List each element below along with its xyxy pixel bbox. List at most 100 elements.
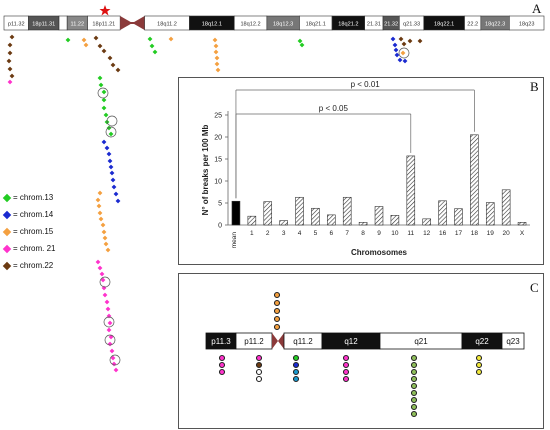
breakpoint-diamond xyxy=(101,97,107,103)
breakpoint-circle xyxy=(273,323,281,331)
breakpoint-diamond xyxy=(109,348,115,354)
breakpoint-diamond xyxy=(102,292,108,298)
breakpoint-diamond xyxy=(147,36,153,42)
chromosome-18-ideogram-c: p11.3 p11.2 q11.2 q12 q21 q22 q23 xyxy=(205,332,525,350)
legend-swatch-icon xyxy=(2,244,12,253)
breakpoint-diamond xyxy=(97,210,103,216)
breakpoint-diamond xyxy=(105,247,111,253)
x-tick-label: 7 xyxy=(345,230,349,237)
breakpoint-diamond xyxy=(107,158,113,164)
breakpoint-circle xyxy=(273,315,281,323)
breakpoint-circle xyxy=(342,368,350,376)
bar xyxy=(470,134,479,226)
panel-c xyxy=(178,273,544,429)
breakpoint-diamond xyxy=(101,285,107,291)
breakpoint-circle xyxy=(410,354,418,362)
breakpoint-diamond xyxy=(99,271,105,277)
band-label: 18q22.3 xyxy=(485,22,505,28)
bar xyxy=(279,220,288,226)
breakpoint-diamond xyxy=(101,89,107,95)
breakpoint-circle xyxy=(475,354,483,362)
panel-c-diagram: p11.3 p11.2 q11.2 q12 q21 q22 q23 xyxy=(205,291,525,418)
breakpoint-diamond xyxy=(104,145,110,151)
breakpoint-diamond xyxy=(101,48,107,54)
bar xyxy=(485,202,495,226)
highlight-circle xyxy=(109,354,121,366)
breakpoint-diamond xyxy=(81,37,87,43)
bar xyxy=(358,222,368,226)
breakpoint-circle xyxy=(292,368,300,376)
breakpoint-diamond xyxy=(101,229,107,235)
legend-item: = chrom.15 xyxy=(2,227,54,236)
bar xyxy=(327,214,336,226)
breakpoint-diamond xyxy=(7,79,13,85)
breakpoint-diamond xyxy=(101,105,107,111)
band-label: 22.2 xyxy=(467,22,478,28)
breakpoint-circle xyxy=(342,375,350,383)
x-tick-label: 8 xyxy=(361,230,365,237)
breakpoint-diamond xyxy=(297,38,303,44)
breakpoint-diamond xyxy=(93,35,99,41)
breakpoint-diamond xyxy=(402,58,408,64)
breakpoint-diamond xyxy=(149,43,155,49)
breakpoint-diamond xyxy=(9,73,15,79)
y-tick-label: 20 xyxy=(214,135,222,142)
band-label: q21.33 xyxy=(403,22,420,28)
bar xyxy=(406,155,416,226)
significance-label: p < 0.01 xyxy=(351,80,381,89)
breakpoint-diamond xyxy=(108,164,114,170)
band-label: 18q21.2 xyxy=(338,22,358,28)
legend-label: = chrom. 21 xyxy=(13,244,56,253)
band-label: 21.31 xyxy=(367,22,381,28)
y-axis-label: N° of breaks per 100 Mb xyxy=(201,125,210,216)
breakpoint-circle xyxy=(410,396,418,404)
breakpoint-diamond xyxy=(7,50,13,56)
x-tick-label: 19 xyxy=(487,230,495,237)
band-label: 18q11.2 xyxy=(157,22,177,28)
breakpoint-diamond xyxy=(106,125,112,131)
x-tick-label: X xyxy=(520,230,525,237)
breakpoint-diamond xyxy=(214,61,220,67)
legend-item: = chrom.14 xyxy=(2,210,54,219)
breakpoint-circle xyxy=(255,354,263,362)
breakpoint-circle xyxy=(255,361,263,369)
breakpoint-circle xyxy=(410,368,418,376)
x-tick-label: 3 xyxy=(282,230,286,237)
x-tick-label: 2 xyxy=(266,230,270,237)
legend-label: = chrom.15 xyxy=(13,227,54,236)
legend-label: = chrom.14 xyxy=(13,210,54,219)
breakpoint-diamond xyxy=(110,355,116,361)
band-label: p11.32 xyxy=(8,22,25,28)
breakpoint-diamond xyxy=(213,49,219,55)
breakpoint-diamond xyxy=(65,37,71,43)
band-label: 11.22 xyxy=(71,22,85,28)
band-label: q11.2 xyxy=(293,337,313,346)
breakpoint-diamond xyxy=(110,177,116,183)
centromere-core xyxy=(120,22,145,24)
x-tick-label: 6 xyxy=(330,230,334,237)
breakpoint-circle xyxy=(292,361,300,369)
breakpoint-diamond xyxy=(393,47,399,53)
centromere-left xyxy=(272,333,278,349)
breakpoint-diamond xyxy=(392,42,398,48)
band-label: 18q23 xyxy=(519,22,535,28)
bar xyxy=(311,207,320,226)
bar xyxy=(231,200,241,226)
x-axis-label: Chromosomes xyxy=(351,248,408,257)
band-label: 18q21.1 xyxy=(306,22,326,28)
y-tick-label: 25 xyxy=(214,113,222,120)
band xyxy=(58,15,68,31)
band-label: p11.3 xyxy=(211,337,231,346)
highlight-circle xyxy=(106,115,118,127)
breakpoint-circle xyxy=(218,368,226,376)
breakpoint-diamond xyxy=(7,66,13,72)
breakpoint-diamond xyxy=(107,55,113,61)
breakpoint-diamond xyxy=(101,139,107,145)
breakpoint-diamond xyxy=(214,55,220,61)
highlight-circle xyxy=(97,87,109,99)
breakpoint-circles xyxy=(218,291,483,418)
band-label: q22 xyxy=(475,337,489,346)
panel-b xyxy=(178,77,544,265)
band-label: 18q12.1 xyxy=(202,22,222,28)
star-marker xyxy=(99,5,111,16)
